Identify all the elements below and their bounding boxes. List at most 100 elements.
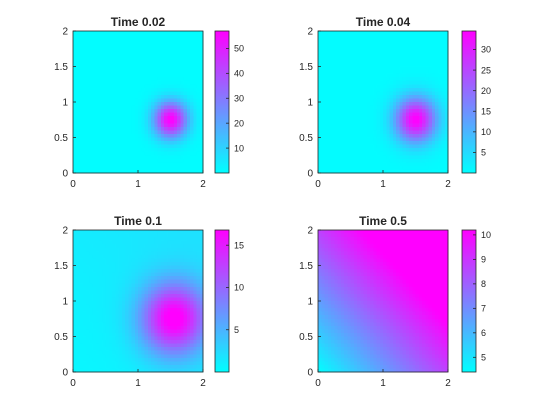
heatmap-cell bbox=[89, 91, 94, 96]
heatmap-cell bbox=[324, 233, 329, 238]
heatmap-cell bbox=[180, 148, 185, 153]
heatmap-cell bbox=[334, 55, 339, 60]
heatmap-cell bbox=[327, 48, 332, 53]
heatmap-cell bbox=[366, 52, 371, 57]
heatmap-cell bbox=[321, 34, 326, 39]
heatmap-cell bbox=[389, 165, 394, 171]
heatmap-cell bbox=[144, 66, 149, 71]
heatmap-cell bbox=[199, 105, 204, 110]
heatmap-cell bbox=[392, 233, 397, 238]
heatmap-cell bbox=[134, 80, 139, 85]
heatmap-cell bbox=[386, 38, 391, 43]
heatmap-cell bbox=[190, 368, 194, 373]
heatmap-cell bbox=[196, 87, 201, 92]
heatmap-cell bbox=[199, 230, 204, 235]
heatmap-cell bbox=[164, 112, 168, 117]
heatmap-cell bbox=[95, 80, 100, 85]
heatmap-cell bbox=[89, 347, 94, 352]
heatmap-cell bbox=[147, 119, 152, 124]
heatmap-cell bbox=[435, 55, 439, 60]
heatmap-cell bbox=[392, 77, 397, 82]
heatmap-cell bbox=[167, 318, 172, 323]
heatmap-cell bbox=[92, 45, 97, 50]
heatmap-cell bbox=[324, 126, 329, 131]
heatmap-cell bbox=[102, 59, 107, 64]
heatmap-cell bbox=[409, 45, 413, 50]
heatmap-cell bbox=[160, 119, 165, 124]
heatmap-cell bbox=[186, 308, 191, 313]
heatmap-cell bbox=[118, 276, 123, 281]
heatmap-cell bbox=[340, 123, 345, 128]
heatmap-cell bbox=[425, 133, 430, 139]
heatmap-cell bbox=[441, 52, 446, 57]
heatmap-cell bbox=[151, 94, 155, 100]
heatmap-cell bbox=[193, 254, 198, 259]
heatmap-cell bbox=[76, 116, 81, 121]
heatmap-cell bbox=[344, 80, 348, 85]
heatmap-cell bbox=[409, 162, 413, 167]
heatmap-cell bbox=[125, 98, 129, 103]
heatmap-cell bbox=[177, 350, 181, 355]
heatmap-cell bbox=[134, 158, 139, 163]
heatmap-cell bbox=[102, 301, 107, 306]
heatmap-cell bbox=[86, 133, 90, 139]
heatmap-cell bbox=[370, 70, 374, 75]
heatmap-cell bbox=[376, 112, 381, 117]
heatmap-cell bbox=[186, 84, 191, 89]
heatmap-cell bbox=[141, 244, 146, 249]
heatmap-cell bbox=[92, 151, 97, 156]
heatmap-cell bbox=[370, 31, 374, 36]
heatmap-cell bbox=[164, 133, 168, 139]
heatmap-cell bbox=[144, 31, 149, 36]
heatmap-cell bbox=[134, 368, 139, 373]
heatmap-cell bbox=[357, 123, 361, 128]
heatmap-cell bbox=[128, 322, 133, 327]
heatmap-cell bbox=[366, 91, 371, 96]
heatmap-cell bbox=[128, 357, 133, 362]
heatmap-cell bbox=[128, 336, 133, 341]
heatmap-cell bbox=[331, 123, 335, 128]
heatmap-cell bbox=[79, 112, 84, 117]
heatmap-cell bbox=[164, 87, 168, 92]
heatmap-cell bbox=[151, 73, 155, 78]
heatmap-cell bbox=[128, 116, 133, 121]
heatmap-cell bbox=[102, 283, 107, 288]
heatmap-cell bbox=[102, 52, 107, 57]
heatmap-cell bbox=[167, 230, 172, 235]
heatmap-cell bbox=[366, 133, 371, 139]
heatmap-cell bbox=[386, 52, 391, 57]
heatmap-cell bbox=[199, 119, 204, 124]
heatmap-cell bbox=[441, 165, 446, 171]
heatmap-cell bbox=[186, 261, 191, 267]
heatmap-cell bbox=[160, 45, 165, 50]
heatmap-cell bbox=[164, 77, 168, 82]
heatmap-cell bbox=[138, 119, 142, 124]
heatmap-cell bbox=[337, 237, 342, 242]
heatmap-cell bbox=[112, 350, 116, 355]
heatmap-cell bbox=[134, 130, 139, 135]
heatmap-cell bbox=[99, 332, 103, 338]
heatmap-cell bbox=[412, 230, 417, 235]
heatmap-cell bbox=[392, 52, 397, 57]
heatmap-cell bbox=[134, 91, 139, 96]
heatmap-cell bbox=[431, 233, 436, 238]
heatmap-cell bbox=[112, 354, 116, 359]
heatmap-cell bbox=[154, 126, 159, 131]
heatmap-cell bbox=[177, 87, 181, 92]
heatmap-cell bbox=[144, 94, 149, 100]
heatmap-cell bbox=[157, 169, 162, 174]
heatmap-cell bbox=[76, 45, 81, 50]
heatmap-cell bbox=[121, 45, 126, 50]
heatmap-cell bbox=[131, 151, 136, 156]
heatmap-cell bbox=[340, 233, 345, 238]
heatmap-cell bbox=[441, 230, 446, 235]
heatmap-cell bbox=[128, 290, 133, 295]
heatmap-cell bbox=[138, 137, 142, 142]
heatmap-cell bbox=[366, 80, 371, 85]
heatmap-cell bbox=[318, 230, 322, 235]
heatmap-cell bbox=[170, 340, 175, 345]
heatmap-cell bbox=[444, 169, 449, 174]
heatmap-cell bbox=[337, 233, 342, 238]
heatmap-cell bbox=[102, 230, 107, 235]
heatmap-cell bbox=[118, 240, 123, 245]
